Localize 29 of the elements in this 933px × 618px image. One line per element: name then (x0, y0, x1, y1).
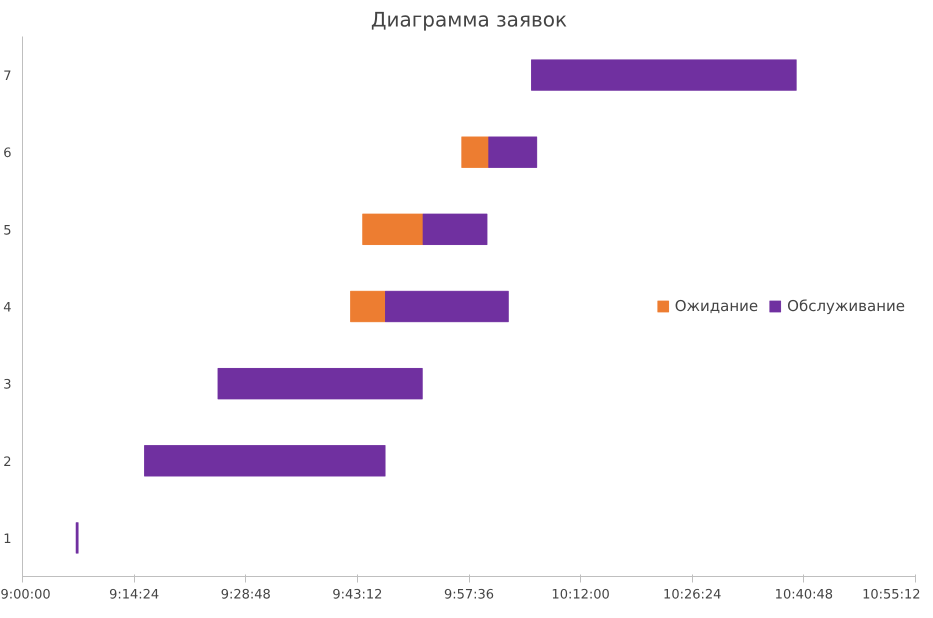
bar (362, 214, 424, 246)
bar (385, 290, 509, 322)
y-tick-label: 1 (3, 532, 12, 547)
x-tick-label: 9:00:00 (0, 588, 51, 602)
bar (531, 59, 797, 91)
y-tick-label: 7 (3, 69, 12, 84)
chart-title: Диаграмма заявок (370, 8, 568, 32)
y-tick-label: 2 (3, 454, 12, 470)
y-tick-label: 3 (3, 378, 12, 393)
legend-label: Ожидание (674, 297, 758, 315)
x-tick-label: 10:12:00 (551, 588, 610, 602)
legend-label: Обслуживание (787, 297, 905, 315)
x-tick-label: 10:40:48 (774, 588, 834, 602)
x-tick-label: 10:55:12 (862, 588, 921, 602)
bar (488, 136, 538, 168)
x-tick-label: 9:57:36 (444, 588, 494, 602)
x-tick-label: 10:26:24 (663, 588, 722, 602)
bar (461, 136, 489, 168)
bar (144, 445, 386, 476)
x-tick-label: 9:14:24 (109, 588, 160, 602)
bar (350, 290, 386, 322)
y-tick-label: 6 (3, 146, 12, 162)
x-tick-label: 9:43:12 (332, 588, 382, 602)
y-tick-label: 4 (3, 300, 12, 316)
bar (76, 522, 79, 554)
bar (422, 214, 488, 246)
x-tick-label: 9:28:48 (220, 588, 271, 602)
y-tick-label: 5 (3, 223, 12, 238)
bar (218, 368, 423, 400)
